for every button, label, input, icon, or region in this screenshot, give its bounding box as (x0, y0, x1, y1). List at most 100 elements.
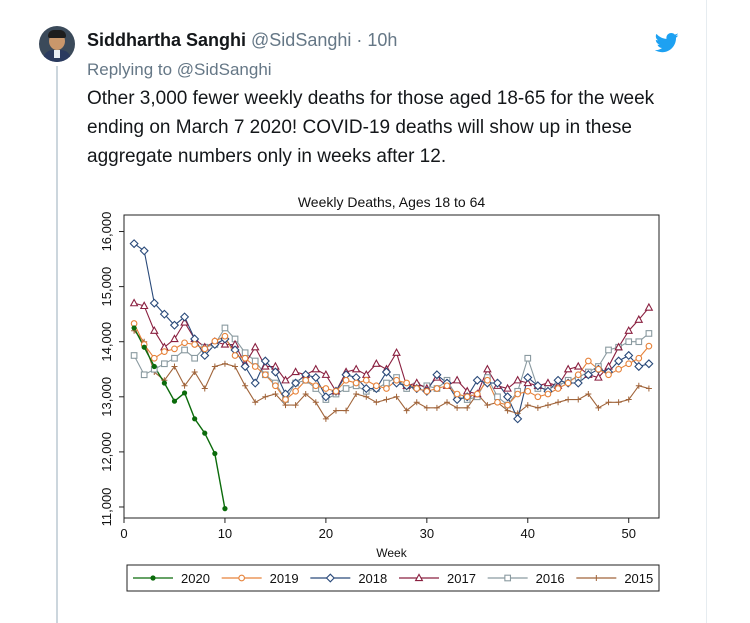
data-point-2017 (129, 298, 139, 307)
tweet-time[interactable]: 10h (367, 30, 398, 50)
data-point-2019 (150, 354, 158, 362)
x-tick-label: 0 (120, 526, 127, 541)
data-point-2015 (312, 399, 319, 406)
data-point-2017 (503, 383, 512, 392)
data-point-2020 (151, 363, 157, 370)
legend-label-2016: 2016 (536, 571, 565, 586)
data-point-2019 (433, 385, 441, 392)
y-tick-label: 16,000 (99, 212, 114, 252)
data-point-2017 (180, 317, 189, 326)
data-point-2019 (201, 345, 209, 353)
header-separator: · (356, 30, 363, 50)
data-point-2019 (484, 376, 491, 384)
data-point-2020 (212, 450, 218, 457)
data-point-2018 (523, 372, 533, 383)
data-point-2018 (260, 356, 270, 366)
data-point-2017 (351, 364, 361, 373)
series-line-2020 (133, 327, 226, 509)
data-point-2015 (403, 407, 410, 414)
data-point-2018 (250, 378, 260, 388)
data-point-2019 (494, 398, 501, 406)
data-point-2015 (242, 382, 249, 389)
y-tick-label: 14,000 (99, 322, 114, 362)
y-tick-label: 13,000 (99, 377, 114, 417)
data-point-2017 (573, 361, 583, 370)
data-point-2015 (171, 363, 178, 370)
data-point-2020 (161, 380, 167, 386)
data-point-2015 (464, 404, 471, 411)
data-point-2018 (169, 320, 180, 330)
x-axis-label: Week (376, 546, 407, 560)
data-point-2018 (452, 394, 462, 405)
data-point-2016 (524, 354, 532, 362)
data-point-2017 (291, 367, 300, 376)
data-point-2019 (403, 379, 410, 387)
data-point-2015 (625, 396, 632, 403)
tweet-text: Other 3,000 fewer weekly deaths for thos… (87, 88, 655, 167)
data-point-2018 (321, 392, 331, 402)
legend-marker-2016 (504, 574, 512, 582)
data-point-2016 (241, 349, 249, 357)
data-point-2016 (161, 360, 168, 368)
data-point-2017 (372, 359, 381, 367)
legend-marker-2015 (593, 575, 600, 581)
data-point-2019 (453, 390, 461, 398)
data-point-2015 (383, 396, 390, 403)
chart-title: Weekly Deaths, Ages 18 to 64 (298, 194, 486, 210)
data-point-2018 (553, 375, 563, 385)
data-point-2016 (635, 338, 643, 346)
data-point-2016 (494, 393, 501, 401)
data-point-2018 (492, 378, 503, 388)
data-point-2015 (413, 399, 420, 406)
data-point-2015 (201, 385, 208, 392)
twitter-bird-icon[interactable] (655, 33, 679, 53)
data-point-2018 (139, 246, 149, 256)
data-point-2015 (332, 407, 339, 414)
legend-marker-2018 (325, 573, 335, 583)
data-point-2019 (534, 393, 542, 401)
y-tick-label: 15,000 (99, 267, 114, 307)
data-point-2015 (484, 402, 491, 409)
legend-label-2019: 2019 (270, 571, 299, 586)
data-point-2018 (614, 356, 624, 366)
data-point-2017 (311, 364, 321, 373)
data-point-2018 (381, 367, 392, 377)
weekly-deaths-chart[interactable]: Weekly Deaths, Ages 18 to 64 0 10 20 30 40 50 1… (84, 190, 674, 600)
data-point-2019 (241, 354, 249, 362)
data-point-2017 (149, 325, 159, 334)
data-point-2015 (444, 399, 451, 406)
data-point-2015 (595, 404, 602, 411)
reply-prefix: Replying to (87, 60, 173, 79)
data-point-2019 (564, 379, 572, 387)
data-point-2017 (634, 314, 644, 323)
data-point-2016 (342, 385, 350, 392)
reply-mention[interactable]: @SidSanghi (176, 60, 272, 79)
data-point-2017 (594, 372, 603, 381)
data-point-2020 (192, 416, 198, 422)
author-name[interactable]: Siddhartha Sanghi (87, 30, 247, 50)
avatar[interactable] (39, 26, 75, 62)
data-point-2017 (281, 375, 290, 384)
data-point-2015 (585, 391, 592, 398)
data-point-2019 (322, 385, 330, 392)
data-point-2019 (292, 387, 299, 395)
data-point-2015 (373, 399, 380, 406)
data-point-2015 (181, 382, 188, 389)
data-point-2019 (261, 371, 269, 379)
data-point-2015 (353, 391, 360, 398)
data-point-2019 (625, 360, 633, 368)
data-point-2018 (573, 378, 583, 388)
data-point-2016 (221, 324, 229, 332)
author-handle[interactable]: @SidSanghi (251, 30, 352, 50)
data-point-2016 (383, 379, 390, 387)
legend-box (126, 564, 660, 592)
data-point-2017 (614, 342, 623, 351)
data-point-2019 (211, 337, 219, 345)
data-point-2017 (523, 378, 533, 387)
data-point-2018 (291, 378, 301, 388)
data-point-2019 (413, 385, 421, 392)
data-point-2017 (624, 325, 634, 334)
data-point-2015 (433, 404, 440, 411)
series-line-2017 (133, 302, 650, 395)
data-point-2018 (634, 361, 644, 372)
